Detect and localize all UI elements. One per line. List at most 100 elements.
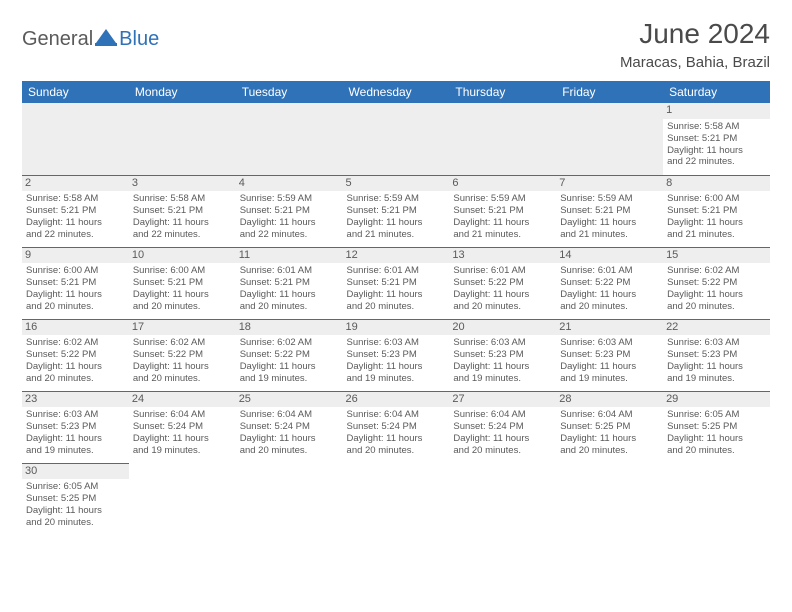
calendar-cell: 26Sunrise: 6:04 AMSunset: 5:24 PMDayligh…	[343, 391, 450, 463]
sunrise-text: Sunrise: 6:02 AM	[667, 265, 766, 277]
daylight-text: Daylight: 11 hours	[26, 433, 125, 445]
sunrise-text: Sunrise: 6:02 AM	[26, 337, 125, 349]
daylight-text: Daylight: 11 hours	[347, 289, 446, 301]
sunrise-text: Sunrise: 6:02 AM	[133, 337, 232, 349]
daylight-text: and 20 minutes.	[347, 445, 446, 457]
sunset-text: Sunset: 5:23 PM	[667, 349, 766, 361]
sunset-text: Sunset: 5:22 PM	[133, 349, 232, 361]
daylight-text: and 21 minutes.	[560, 229, 659, 241]
day-number: 1	[663, 103, 770, 119]
sunrise-text: Sunrise: 5:59 AM	[240, 193, 339, 205]
daylight-text: Daylight: 11 hours	[560, 289, 659, 301]
daylight-text: Daylight: 11 hours	[26, 505, 125, 517]
sunrise-text: Sunrise: 6:00 AM	[26, 265, 125, 277]
day-number: 25	[236, 392, 343, 408]
daylight-text: Daylight: 11 hours	[26, 361, 125, 373]
sunset-text: Sunset: 5:21 PM	[667, 133, 766, 145]
calendar-cell	[343, 463, 450, 535]
daylight-text: and 19 minutes.	[133, 445, 232, 457]
daylight-text: and 22 minutes.	[240, 229, 339, 241]
sunset-text: Sunset: 5:22 PM	[667, 277, 766, 289]
daylight-text: Daylight: 11 hours	[133, 289, 232, 301]
sunset-text: Sunset: 5:23 PM	[26, 421, 125, 433]
weekday-header: Thursday	[449, 81, 556, 103]
sunrise-text: Sunrise: 6:04 AM	[240, 409, 339, 421]
sunrise-text: Sunrise: 6:01 AM	[347, 265, 446, 277]
daylight-text: Daylight: 11 hours	[133, 217, 232, 229]
daylight-text: Daylight: 11 hours	[453, 289, 552, 301]
logo-text-general: General	[22, 28, 93, 51]
calendar-cell	[663, 463, 770, 535]
weekday-header-row: Sunday Monday Tuesday Wednesday Thursday…	[22, 81, 770, 103]
daylight-text: Daylight: 11 hours	[453, 433, 552, 445]
daylight-text: Daylight: 11 hours	[560, 433, 659, 445]
daylight-text: and 20 minutes.	[453, 301, 552, 313]
daylight-text: and 19 minutes.	[240, 373, 339, 385]
day-number: 22	[663, 320, 770, 336]
sunset-text: Sunset: 5:23 PM	[453, 349, 552, 361]
calendar-cell: 22Sunrise: 6:03 AMSunset: 5:23 PMDayligh…	[663, 319, 770, 391]
weekday-header: Saturday	[663, 81, 770, 103]
sunrise-text: Sunrise: 6:02 AM	[240, 337, 339, 349]
sunset-text: Sunset: 5:21 PM	[453, 205, 552, 217]
daylight-text: and 20 minutes.	[560, 301, 659, 313]
daylight-text: and 19 minutes.	[26, 445, 125, 457]
calendar-cell	[236, 463, 343, 535]
day-number: 8	[663, 176, 770, 192]
daylight-text: Daylight: 11 hours	[560, 361, 659, 373]
sunset-text: Sunset: 5:21 PM	[133, 205, 232, 217]
calendar-row: 9Sunrise: 6:00 AMSunset: 5:21 PMDaylight…	[22, 247, 770, 319]
calendar-cell: 6Sunrise: 5:59 AMSunset: 5:21 PMDaylight…	[449, 175, 556, 247]
day-number: 17	[129, 320, 236, 336]
daylight-text: and 20 minutes.	[347, 301, 446, 313]
calendar-cell	[556, 103, 663, 175]
calendar-cell: 10Sunrise: 6:00 AMSunset: 5:21 PMDayligh…	[129, 247, 236, 319]
calendar-cell: 24Sunrise: 6:04 AMSunset: 5:24 PMDayligh…	[129, 391, 236, 463]
calendar-row: 16Sunrise: 6:02 AMSunset: 5:22 PMDayligh…	[22, 319, 770, 391]
day-number: 12	[343, 248, 450, 264]
day-number: 4	[236, 176, 343, 192]
day-number: 30	[22, 464, 129, 480]
calendar-cell: 29Sunrise: 6:05 AMSunset: 5:25 PMDayligh…	[663, 391, 770, 463]
sunset-text: Sunset: 5:24 PM	[453, 421, 552, 433]
day-number: 7	[556, 176, 663, 192]
day-number: 9	[22, 248, 129, 264]
calendar-cell: 2Sunrise: 5:58 AMSunset: 5:21 PMDaylight…	[22, 175, 129, 247]
sunrise-text: Sunrise: 6:03 AM	[26, 409, 125, 421]
daylight-text: and 22 minutes.	[133, 229, 232, 241]
daylight-text: and 22 minutes.	[26, 229, 125, 241]
daylight-text: and 20 minutes.	[667, 301, 766, 313]
day-number: 14	[556, 248, 663, 264]
sunrise-text: Sunrise: 6:04 AM	[133, 409, 232, 421]
sunrise-text: Sunrise: 6:04 AM	[453, 409, 552, 421]
day-number: 28	[556, 392, 663, 408]
calendar-cell: 30Sunrise: 6:05 AMSunset: 5:25 PMDayligh…	[22, 463, 129, 535]
calendar-cell: 3Sunrise: 5:58 AMSunset: 5:21 PMDaylight…	[129, 175, 236, 247]
daylight-text: Daylight: 11 hours	[240, 433, 339, 445]
logo-sail-icon	[95, 28, 117, 51]
sunset-text: Sunset: 5:22 PM	[26, 349, 125, 361]
calendar-cell: 4Sunrise: 5:59 AMSunset: 5:21 PMDaylight…	[236, 175, 343, 247]
day-number: 5	[343, 176, 450, 192]
calendar-cell: 15Sunrise: 6:02 AMSunset: 5:22 PMDayligh…	[663, 247, 770, 319]
sunrise-text: Sunrise: 6:00 AM	[667, 193, 766, 205]
calendar-cell	[449, 463, 556, 535]
daylight-text: and 19 minutes.	[560, 373, 659, 385]
sunset-text: Sunset: 5:21 PM	[240, 205, 339, 217]
calendar-cell: 27Sunrise: 6:04 AMSunset: 5:24 PMDayligh…	[449, 391, 556, 463]
day-number: 18	[236, 320, 343, 336]
sunrise-text: Sunrise: 6:01 AM	[240, 265, 339, 277]
sunset-text: Sunset: 5:21 PM	[133, 277, 232, 289]
calendar-cell: 14Sunrise: 6:01 AMSunset: 5:22 PMDayligh…	[556, 247, 663, 319]
sunrise-text: Sunrise: 5:58 AM	[26, 193, 125, 205]
sunset-text: Sunset: 5:24 PM	[133, 421, 232, 433]
calendar-table: Sunday Monday Tuesday Wednesday Thursday…	[22, 81, 770, 535]
daylight-text: Daylight: 11 hours	[667, 217, 766, 229]
calendar-cell: 23Sunrise: 6:03 AMSunset: 5:23 PMDayligh…	[22, 391, 129, 463]
sunset-text: Sunset: 5:25 PM	[26, 493, 125, 505]
daylight-text: and 20 minutes.	[133, 301, 232, 313]
daylight-text: and 21 minutes.	[347, 229, 446, 241]
calendar-cell: 11Sunrise: 6:01 AMSunset: 5:21 PMDayligh…	[236, 247, 343, 319]
sunrise-text: Sunrise: 6:04 AM	[347, 409, 446, 421]
sunrise-text: Sunrise: 6:01 AM	[453, 265, 552, 277]
